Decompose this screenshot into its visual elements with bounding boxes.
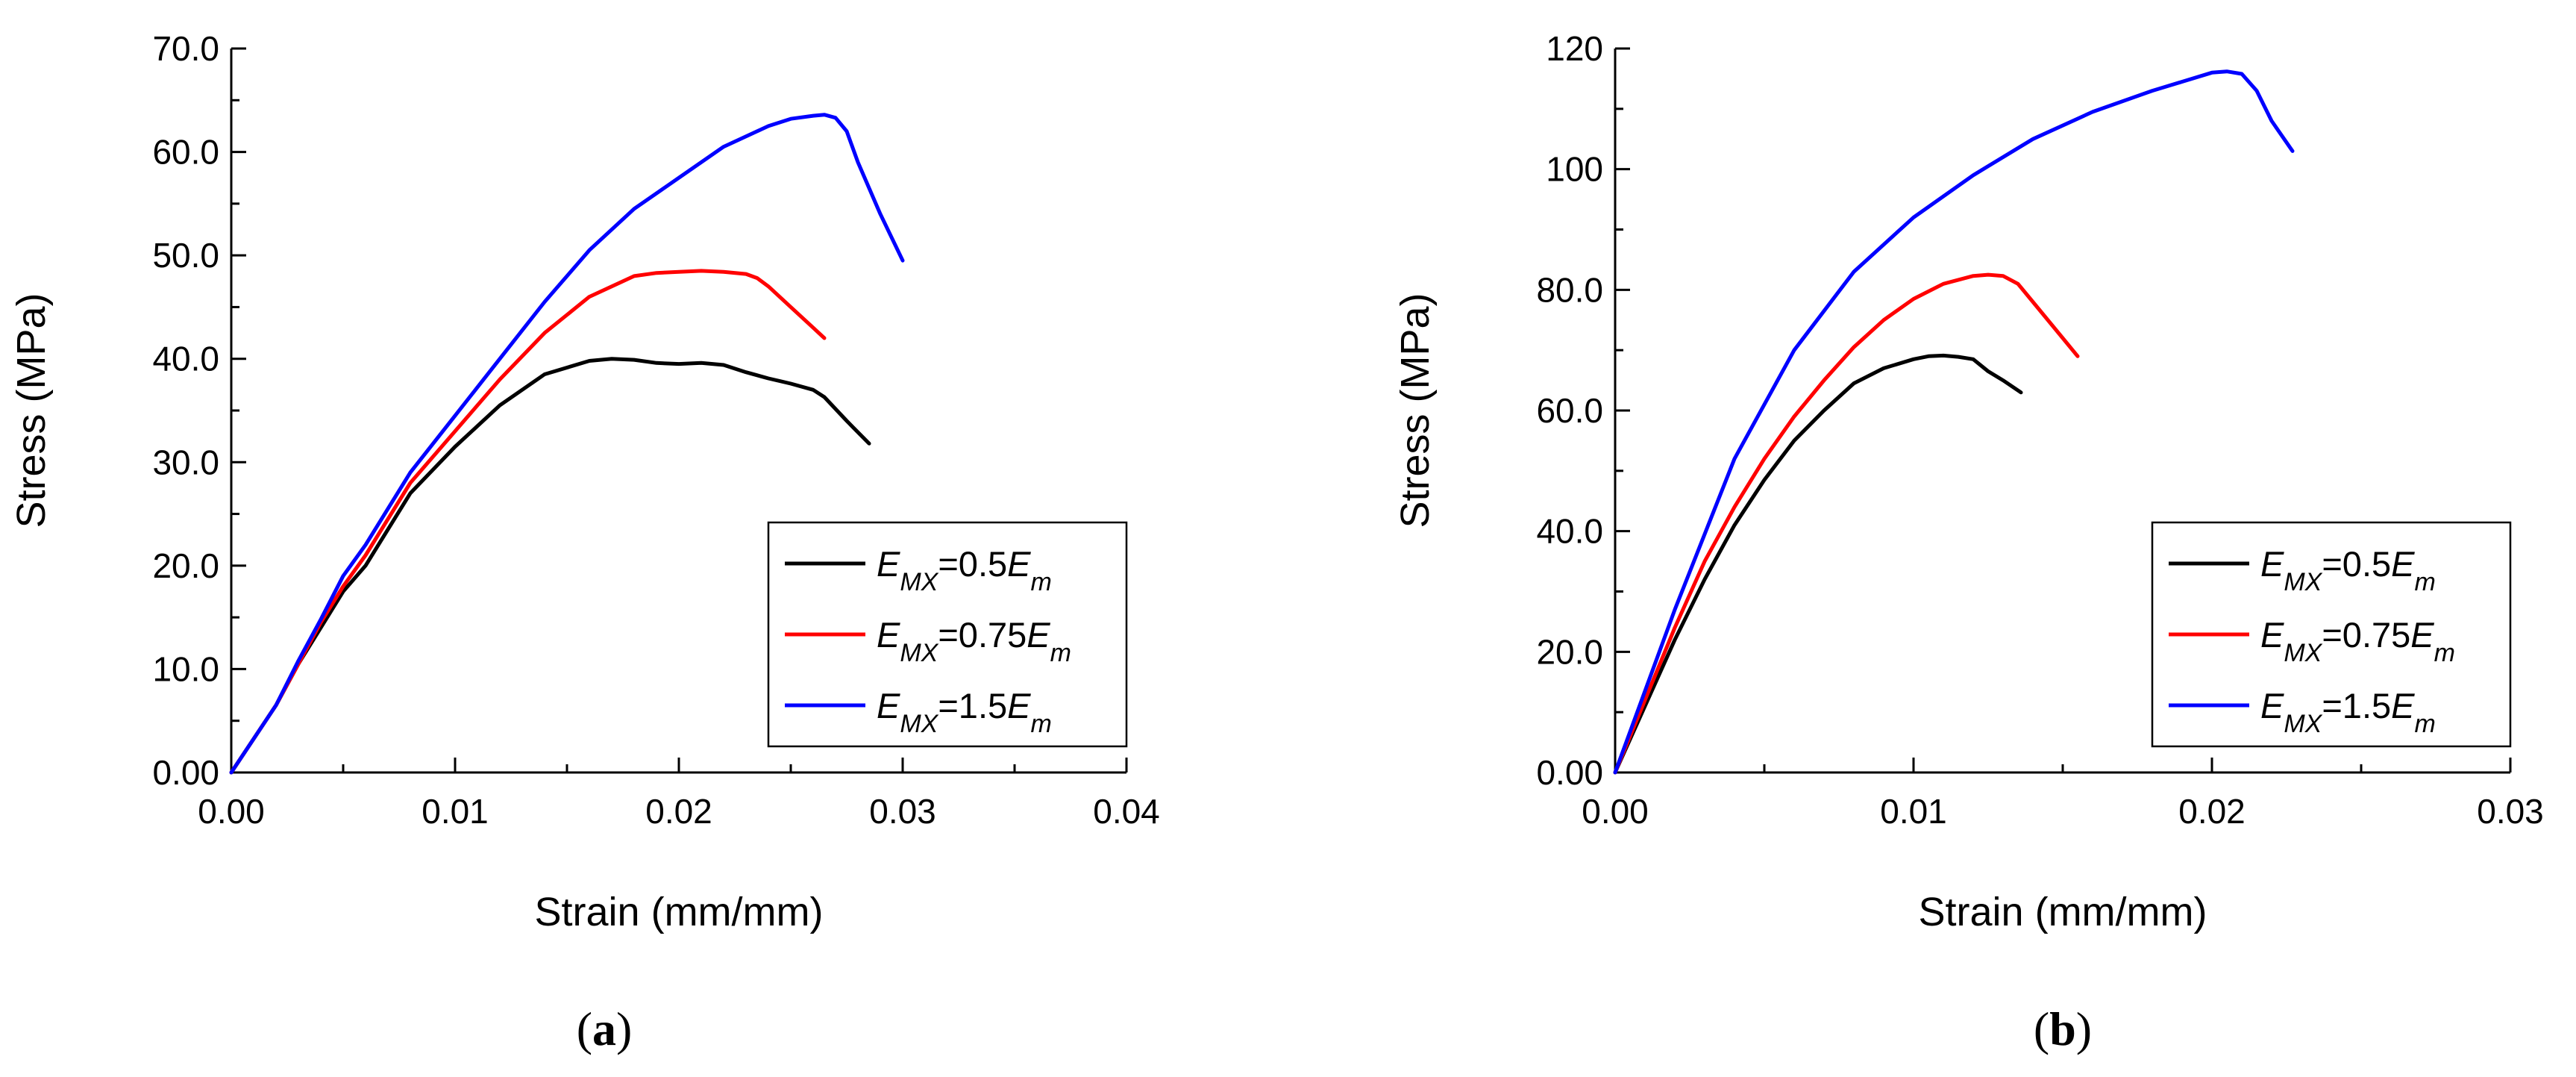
x-tick-label-b: 0.01 bbox=[1880, 792, 1947, 831]
y-axis-label-a: Stress (MPa) bbox=[9, 293, 54, 528]
series-line-b-2 bbox=[1613, 69, 2295, 775]
legend-text-part: E bbox=[877, 615, 900, 655]
series-line-a-1 bbox=[229, 269, 827, 775]
legend-text-part: =1.5 bbox=[2322, 686, 2391, 725]
y-tick-label-a: 30.0 bbox=[152, 443, 219, 481]
x-tick-label-b: 0.00 bbox=[1582, 792, 1649, 831]
legend-entry-b-2: EMX=1.5Em bbox=[2260, 686, 2436, 738]
legend-text-part: E bbox=[2260, 615, 2284, 655]
legend-subscript: MX bbox=[900, 639, 938, 667]
caption-paren: ( bbox=[577, 1002, 592, 1055]
y-tick-label-a: 60.0 bbox=[152, 133, 219, 172]
legend-text-part: E bbox=[1007, 686, 1031, 725]
legend-entry-a-1: EMX=0.75Em bbox=[877, 615, 1071, 667]
x-tick-label-a: 0.01 bbox=[422, 792, 489, 831]
legend-entry-b-1: EMX=0.75Em bbox=[2260, 615, 2455, 667]
series-line-a-0 bbox=[229, 357, 871, 775]
y-tick-label-b: 100 bbox=[1546, 150, 1603, 189]
y-tick-label-a: 10.0 bbox=[152, 649, 219, 688]
panel-caption-a: (a) bbox=[577, 1002, 633, 1055]
y-tick-label-a: 0.00 bbox=[152, 753, 219, 792]
legend-subscript: m bbox=[1031, 568, 1052, 596]
legend-entry-b-0: EMX=0.5Em bbox=[2260, 544, 2436, 596]
caption-paren: ( bbox=[2034, 1002, 2049, 1055]
y-tick-label-b: 40.0 bbox=[1536, 512, 1603, 551]
x-tick-label-a: 0.02 bbox=[645, 792, 712, 831]
legend-text-part: =0.75 bbox=[2322, 615, 2410, 655]
y-tick-label-b: 120 bbox=[1546, 29, 1603, 68]
legend-subscript: m bbox=[2415, 568, 2436, 596]
legend-text-part: E bbox=[877, 544, 900, 584]
legend-subscript: m bbox=[1050, 639, 1071, 667]
legend-subscript: MX bbox=[900, 710, 938, 738]
chart-panel-a: 0.00 10.0 20.0 30.0 40.0 50.0 60.0 70.0 0.00 0.01… bbox=[9, 29, 1160, 1055]
series-line-b-1 bbox=[1613, 272, 2080, 775]
y-tick-label-a: 20.0 bbox=[152, 546, 219, 585]
x-tick-label-a: 0.04 bbox=[1093, 792, 1160, 831]
legend-entry-a-0: EMX=0.5Em bbox=[877, 544, 1052, 596]
y-tick-label-b: 20.0 bbox=[1536, 632, 1603, 671]
legend-subscript: m bbox=[2415, 710, 2436, 738]
series-line-a-2 bbox=[229, 113, 905, 775]
x-tick-label-b: 0.02 bbox=[2178, 792, 2246, 831]
legend-text-part: E bbox=[2391, 686, 2415, 725]
y-tick-label-a: 70.0 bbox=[152, 29, 219, 68]
legend-text-part: =0.75 bbox=[938, 615, 1027, 655]
caption-paren: ) bbox=[616, 1002, 632, 1055]
caption-letter: b bbox=[2049, 1002, 2076, 1055]
legend-text-part: E bbox=[2410, 615, 2434, 655]
legend-text-part: E bbox=[877, 686, 900, 725]
legend-text-part: E bbox=[1027, 615, 1050, 655]
x-axis-label-a: Strain (mm/mm) bbox=[535, 890, 824, 934]
legend-subscript: MX bbox=[900, 568, 938, 596]
legend-subscript: m bbox=[1031, 710, 1052, 738]
y-tick-label-a: 50.0 bbox=[152, 236, 219, 275]
legend-text-part: =1.5 bbox=[938, 686, 1007, 725]
y-tick-label-a: 40.0 bbox=[152, 340, 219, 378]
y-tick-label-b: 60.0 bbox=[1536, 391, 1603, 430]
legend-text-part: E bbox=[2260, 544, 2284, 584]
legend-subscript: MX bbox=[2284, 710, 2322, 738]
legend-text-part: =0.5 bbox=[2322, 544, 2391, 584]
caption-paren: ) bbox=[2076, 1002, 2092, 1055]
x-tick-label-b: 0.03 bbox=[2477, 792, 2544, 831]
legend-entry-a-2: EMX=1.5Em bbox=[877, 686, 1052, 738]
legend-subscript: MX bbox=[2284, 568, 2322, 596]
legend-text-part: E bbox=[2391, 544, 2415, 584]
series-line-b-0 bbox=[1613, 353, 2023, 775]
panel-caption-b: (b) bbox=[2034, 1002, 2092, 1055]
y-tick-label-b: 0.00 bbox=[1536, 753, 1603, 792]
legend-text-part: E bbox=[1007, 544, 1031, 584]
legend-text-part: =0.5 bbox=[938, 544, 1007, 584]
x-axis-label-b: Strain (mm/mm) bbox=[1919, 890, 2207, 934]
caption-letter: a bbox=[592, 1002, 616, 1055]
legend-subscript: m bbox=[2434, 639, 2455, 667]
legend-text-part: E bbox=[2260, 686, 2284, 725]
x-tick-label-a: 0.00 bbox=[198, 792, 265, 831]
y-axis-label-b: Stress (MPa) bbox=[1393, 293, 1438, 528]
x-tick-label-a: 0.03 bbox=[869, 792, 936, 831]
y-tick-label-b: 80.0 bbox=[1536, 270, 1603, 309]
chart-panel-b: 0.00 20.0 40.0 60.0 80.0 100 120 0.00 0.01 0.02 0.… bbox=[1393, 29, 2544, 1055]
legend-subscript: MX bbox=[2284, 639, 2322, 667]
